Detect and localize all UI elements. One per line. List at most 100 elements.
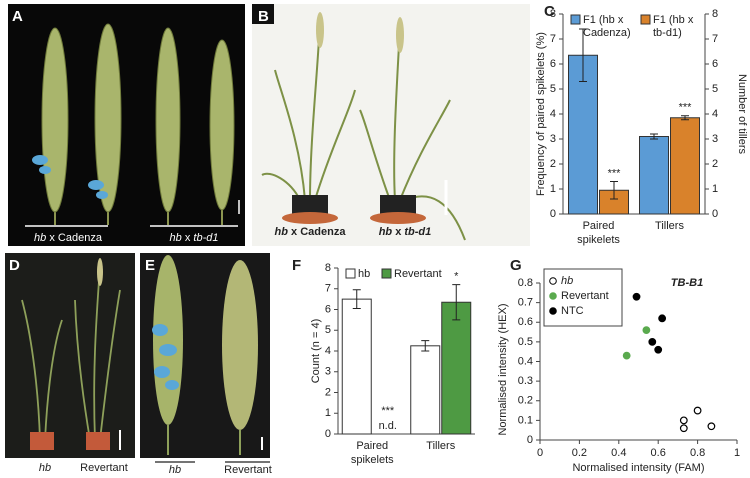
panel-label: G (510, 257, 522, 274)
y-tick-label: 0.7 (518, 297, 533, 309)
error-bar (421, 340, 430, 352)
annotation: *** (608, 167, 622, 179)
point (632, 292, 641, 301)
label-line: tb-d1) (653, 27, 682, 39)
point (707, 422, 716, 431)
y-tick-label: 5 (712, 83, 718, 95)
photo-caption: hb x tb-d1 (170, 232, 219, 244)
caption-part: x (392, 226, 404, 238)
error-bar (579, 28, 587, 82)
photo-d (5, 253, 135, 458)
caption-part: hb (275, 226, 289, 238)
legend-marker (549, 307, 557, 315)
caption-part: Revertant (224, 464, 272, 476)
caption-part: hb (379, 226, 393, 238)
legend-marker (549, 277, 557, 285)
y-tick-label: 4 (712, 108, 718, 120)
caption-part: tb-d1 (404, 226, 431, 238)
label-line: spikelets (577, 234, 620, 246)
caption-part: x Cadenza (46, 232, 103, 244)
bar (341, 298, 372, 435)
x-tick-label: 0 (537, 447, 543, 459)
photo-caption: hb (39, 462, 51, 474)
y-tick-label: 0 (712, 208, 718, 220)
caption-part: hb (170, 232, 182, 244)
y-tick-label: 0 (325, 428, 331, 440)
y-axis-label: Count (n = 4) (310, 319, 322, 384)
error-bar (681, 115, 689, 121)
caption-part: hb (169, 464, 181, 476)
annotation: *** (679, 102, 693, 114)
y-axis-label: Frequency of paired spikelets (%) (535, 32, 547, 196)
photo-caption: hb x Cadenza (34, 232, 103, 244)
annotation: *** (381, 405, 395, 417)
bar (639, 136, 669, 215)
legend-marker (549, 292, 557, 300)
point (622, 351, 631, 360)
y-tick-label: 6 (550, 58, 556, 70)
y-tick-label: 7 (325, 283, 331, 295)
y-tick-label: 0.4 (518, 355, 533, 367)
bar (441, 301, 472, 435)
panel-label: F (292, 257, 301, 274)
label-line: spikelets (351, 454, 394, 466)
y-tick-label: 2 (712, 158, 718, 170)
y-tick-label: 0.8 (518, 277, 533, 289)
legend-swatch (381, 268, 392, 279)
x-tick-label: Tillers (655, 220, 684, 232)
photo-e (140, 253, 270, 458)
label-line: Paired (356, 440, 388, 452)
x-tick-label: Paired spikelets (351, 440, 394, 466)
label-line: Paired (583, 220, 615, 232)
panel-label: D (9, 257, 20, 274)
y-tick-label: 0 (527, 434, 533, 446)
y-tick-label: 6 (712, 58, 718, 70)
caption-part: Revertant (80, 462, 128, 474)
y-tick-label: 0.3 (518, 375, 533, 387)
x-tick-label: 0.4 (611, 447, 626, 459)
x-tick-label: 0.6 (651, 447, 666, 459)
y-tick-label: 8 (550, 8, 556, 20)
y-tick-label: 0.6 (518, 316, 533, 328)
point (648, 337, 657, 346)
y-tick-label: 1 (712, 183, 718, 195)
x-axis-label: Normalised intensity (FAM) (572, 462, 704, 474)
annotation: n.d. (379, 420, 397, 432)
photo-caption: Revertant (224, 464, 272, 476)
annotation: * (454, 271, 459, 283)
y-tick-label: 7 (550, 33, 556, 45)
x-tick-label: 0.2 (572, 447, 587, 459)
legend-label: Revertant (394, 268, 442, 280)
x-tick-label: 1 (734, 447, 740, 459)
y-tick-label: 8 (712, 8, 718, 20)
bar (670, 117, 700, 215)
legend-label: F1 (hb x tb-d1) (653, 14, 694, 39)
legend-box (543, 268, 623, 327)
photo-a (8, 4, 245, 246)
panel-label: E (145, 257, 155, 274)
legend-swatch (570, 14, 581, 25)
photo-b (252, 4, 530, 246)
label-line: Cadenza) (583, 27, 631, 39)
x-tick-label: 0.8 (690, 447, 705, 459)
label-line: F1 (hb x (653, 14, 694, 26)
panel-label: A (12, 8, 23, 25)
y-tick-label: 4 (325, 345, 331, 357)
point (642, 326, 651, 335)
y-tick-label: 2 (325, 386, 331, 398)
caption-part: x (182, 232, 194, 244)
y-tick-label: 8 (325, 262, 331, 274)
y-tick-label: 3 (325, 366, 331, 378)
y-tick-label: 1 (325, 407, 331, 419)
y-tick-label: 3 (712, 133, 718, 145)
error-bar (452, 284, 461, 321)
y2-axis-label: Number of tillers (736, 74, 748, 155)
photo-caption: hb (169, 464, 181, 476)
photo-caption: hb x Cadenza (275, 226, 347, 238)
y-tick-label: 0.1 (518, 414, 533, 426)
photo-caption: Revertant (80, 462, 128, 474)
point (679, 416, 688, 425)
y-tick-label: 0.2 (518, 395, 533, 407)
caption-part: hb (34, 232, 46, 244)
